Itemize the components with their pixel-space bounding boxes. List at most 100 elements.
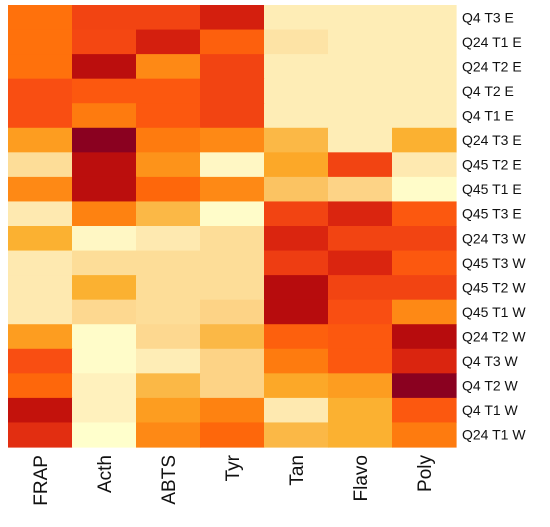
heatmap-cell: [136, 152, 201, 178]
row-label: Q45 T1 W: [462, 304, 526, 320]
heatmap-cell: [328, 324, 393, 350]
heatmap-cell: [264, 29, 329, 55]
heatmap-cell: [8, 397, 73, 424]
heatmap-cell: [328, 348, 393, 374]
heatmap-cell: [72, 275, 137, 301]
heatmap-cell: [264, 226, 329, 252]
heatmap-cell: [72, 324, 137, 350]
row-label: Q45 T1 E: [462, 181, 522, 197]
heatmap-cell: [200, 422, 265, 448]
heatmap-cell: [8, 29, 73, 55]
heatmap-cell: [72, 103, 137, 129]
heatmap-cell: [264, 152, 329, 178]
heatmap-cell: [200, 152, 265, 178]
heatmap-cell: [392, 422, 457, 448]
heatmap-cell: [136, 275, 201, 301]
heatmap-cell: [392, 29, 457, 55]
heatmap-cell: [392, 5, 457, 31]
heatmap-cell: [392, 201, 457, 227]
heatmap-cell: [392, 54, 457, 80]
heatmap-cell: [136, 54, 201, 80]
heatmap-cell: [264, 397, 329, 424]
heatmap-cell: [328, 275, 393, 301]
heatmap-cell: [328, 373, 393, 399]
heatmap-cell: [8, 5, 73, 31]
heatmap-cell: [264, 250, 329, 276]
row-label: Q24 T2 E: [462, 58, 522, 74]
row-label: Q24 T1 W: [462, 427, 526, 443]
row-label: Q24 T1 E: [462, 34, 522, 50]
heatmap-cell: [136, 78, 201, 104]
heatmap-cell: [200, 275, 265, 301]
heatmap-cell: [136, 176, 201, 203]
row-label: Q45 T3 W: [462, 255, 526, 271]
heatmap-cell: [264, 275, 329, 301]
heatmap-cell: [328, 103, 393, 129]
heatmap-cell: [8, 103, 73, 129]
heatmap-cell: [8, 152, 73, 178]
heatmap-cell: [328, 397, 393, 424]
row-label: Q45 T2 E: [462, 157, 522, 173]
heatmap-cell: [200, 103, 265, 129]
heatmap-cell: [136, 5, 201, 31]
heatmap-cell: [136, 422, 201, 448]
heatmap-cell: [200, 201, 265, 227]
heatmap-cell: [72, 397, 137, 424]
heatmap-cell: [264, 5, 329, 31]
heatmap-cell: [200, 324, 265, 350]
heatmap-cell: [72, 299, 137, 325]
heatmap-cell: [72, 226, 137, 252]
heatmap-cell: [264, 176, 329, 203]
heatmap-cell: [72, 54, 137, 80]
heatmap-cell: [200, 299, 265, 325]
heatmap-cell: [200, 54, 265, 80]
row-label: Q24 T2 W: [462, 329, 526, 345]
heatmap-cell: [392, 250, 457, 276]
heatmap-cell: [328, 226, 393, 252]
heatmap-cell: [328, 54, 393, 80]
heatmap-cell: [264, 103, 329, 129]
heatmap-cell: [72, 422, 137, 448]
heatmap-cell: [72, 348, 137, 374]
heatmap-cell: [264, 299, 329, 325]
heatmap-cell: [72, 373, 137, 399]
heatmap-cell: [72, 176, 137, 203]
row-label: Q24 T3 E: [462, 132, 522, 148]
heatmap-cell: [392, 397, 457, 424]
heatmap-cell: [72, 152, 137, 178]
column-label: ABTS: [159, 455, 180, 505]
heatmap-cell: [8, 250, 73, 276]
heatmap-cell: [264, 78, 329, 104]
heatmap-cell: [200, 226, 265, 252]
heatmap-cell: [200, 176, 265, 203]
row-label: Q4 T1 W: [462, 402, 519, 418]
heatmap-cell: [392, 176, 457, 203]
column-label: Acth: [95, 455, 116, 493]
heatmap-cell: [392, 373, 457, 399]
heatmap-cell: [136, 29, 201, 55]
heatmap-cell: [392, 226, 457, 252]
row-label: Q4 T2 W: [462, 378, 519, 394]
heatmap-cell: [72, 127, 137, 153]
heatmap-cell: [136, 250, 201, 276]
heatmap-cell: [200, 397, 265, 424]
heatmap-cell: [8, 127, 73, 153]
row-label: Q4 T3 E: [462, 9, 514, 25]
heatmap-cell: [200, 127, 265, 153]
heatmap-cell: [328, 78, 393, 104]
heatmap-cell: [136, 373, 201, 399]
heatmap-cell: [392, 152, 457, 178]
heatmap-cell: [8, 275, 73, 301]
heatmap-cell: [136, 201, 201, 227]
heatmap-cell: [264, 201, 329, 227]
heatmap-cell: [328, 5, 393, 31]
heatmap-cell: [392, 103, 457, 129]
heatmap-cell: [72, 78, 137, 104]
heatmap-cell: [200, 78, 265, 104]
heatmap-cell: [8, 176, 73, 203]
heatmap-cell: [392, 324, 457, 350]
heatmap-cell: [392, 299, 457, 325]
heatmap-cell: [392, 78, 457, 104]
column-label: FRAP: [31, 455, 52, 506]
